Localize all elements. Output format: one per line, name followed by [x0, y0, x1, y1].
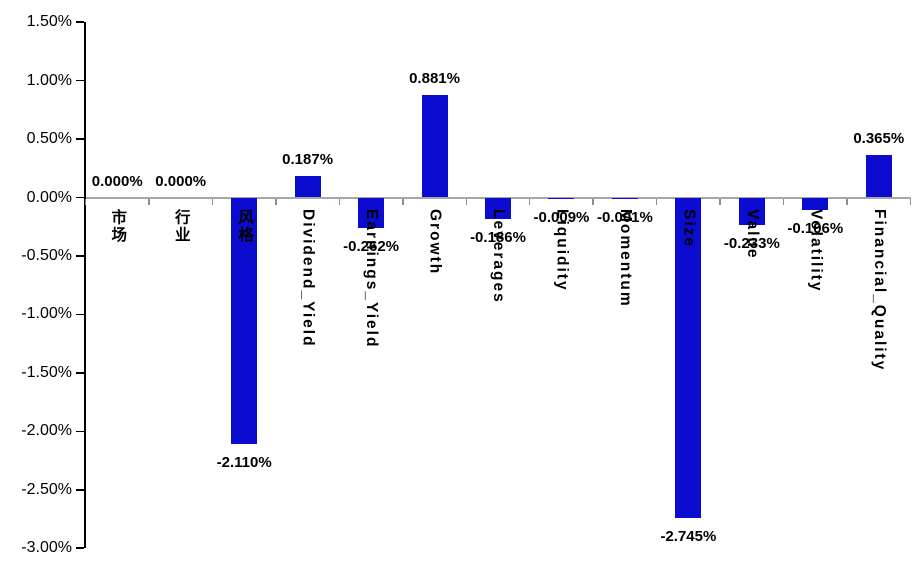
bar-financial-quality [865, 154, 892, 198]
value-label-size: -2.745% [660, 528, 717, 546]
category-label-size: Size [680, 209, 698, 249]
y-axis-tick-mark [76, 138, 84, 140]
y-axis-tick-mark [76, 21, 84, 23]
y-axis-tick-label: 0.50% [26, 130, 72, 148]
x-axis-tick-mark [465, 198, 468, 205]
bar-dividend-yield [294, 175, 321, 198]
y-axis-tick-mark [76, 255, 84, 257]
value-label-growth: 0.881% [409, 69, 460, 87]
category-label-市场: 市场 [109, 209, 127, 244]
value-label-市场: 0.000% [91, 172, 143, 190]
value-label-financial-quality: 0.365% [853, 129, 905, 147]
x-axis-tick-mark [148, 198, 150, 205]
bar-size [675, 197, 702, 519]
value-label-dividend-yield: 0.187% [282, 150, 334, 168]
category-label-liquidity: Liquidity [553, 209, 571, 292]
bar-volatility [802, 197, 829, 210]
category-label-value: Value [743, 209, 761, 260]
y-axis-tick-label: -1.50% [21, 363, 72, 381]
category-label-leverages: Leverages [490, 209, 507, 304]
x-axis-tick-mark [338, 198, 341, 205]
value-label-value: -0.233% [723, 234, 780, 252]
x-axis-tick-mark [655, 198, 658, 205]
value-label-momentum: -0.001% [596, 208, 653, 226]
x-axis-tick-mark [528, 198, 531, 205]
y-axis-tick-mark [76, 489, 84, 491]
category-label-dividend-yield: Dividend_Yield [299, 209, 317, 348]
bar-leverages [485, 197, 511, 220]
bar-value [738, 197, 765, 225]
value-label-earnings-yield: -0.262% [343, 238, 399, 256]
y-axis-line [84, 22, 86, 548]
value-label-行业: 0.000% [155, 172, 207, 190]
x-axis-tick-mark [909, 198, 912, 205]
bar-风格 [231, 197, 258, 445]
y-axis-tick-mark [76, 313, 84, 316]
bar-momentum [611, 197, 638, 199]
value-label-liquidity: -0.009% [533, 208, 590, 226]
y-axis-tick-label: 0.00% [26, 188, 72, 206]
x-axis-tick-mark [846, 198, 848, 205]
x-axis-tick-mark [592, 198, 594, 205]
x-axis-tick-mark [211, 198, 214, 205]
category-label-earnings-yield: Earnings_Yield [363, 209, 381, 349]
y-axis-tick-label: 1.00% [26, 71, 72, 89]
y-axis-tick-label: -2.50% [21, 480, 72, 498]
bar-liquidity [548, 197, 575, 199]
y-axis-tick-label: -1.00% [21, 305, 72, 323]
y-axis-tick-label: -0.50% [21, 246, 72, 264]
y-axis-tick-mark [76, 372, 84, 374]
x-axis-tick-mark [719, 198, 721, 205]
category-label-volatility: Volatility [807, 209, 825, 293]
y-axis-tick-label: -3.00% [21, 539, 72, 557]
bar-growth [421, 94, 448, 198]
value-label-leverages: -0.186% [470, 229, 526, 247]
category-label-momentum: Momentum [616, 209, 634, 308]
x-axis-tick-mark [402, 198, 404, 205]
category-label-风格: 风格 [236, 209, 254, 244]
x-axis-tick-mark [275, 198, 277, 205]
category-label-growth: Growth [426, 209, 444, 276]
value-label-风格: -2.110% [216, 454, 272, 472]
y-axis-tick-label: -2.00% [21, 422, 72, 440]
value-label-volatility: -0.106% [787, 219, 844, 237]
y-axis-tick-mark [76, 430, 84, 433]
y-axis-tick-label: 1.50% [26, 13, 72, 31]
y-axis-tick-mark [76, 79, 84, 82]
y-axis-tick-mark [76, 547, 84, 549]
y-axis-tick-mark [76, 196, 84, 199]
bar-earnings-yield [358, 197, 385, 229]
category-label-financial-quality: Financial_Quality [870, 209, 888, 372]
x-axis-tick-mark [782, 198, 785, 205]
category-label-行业: 行业 [172, 209, 190, 244]
x-axis-tick-mark [84, 198, 87, 205]
